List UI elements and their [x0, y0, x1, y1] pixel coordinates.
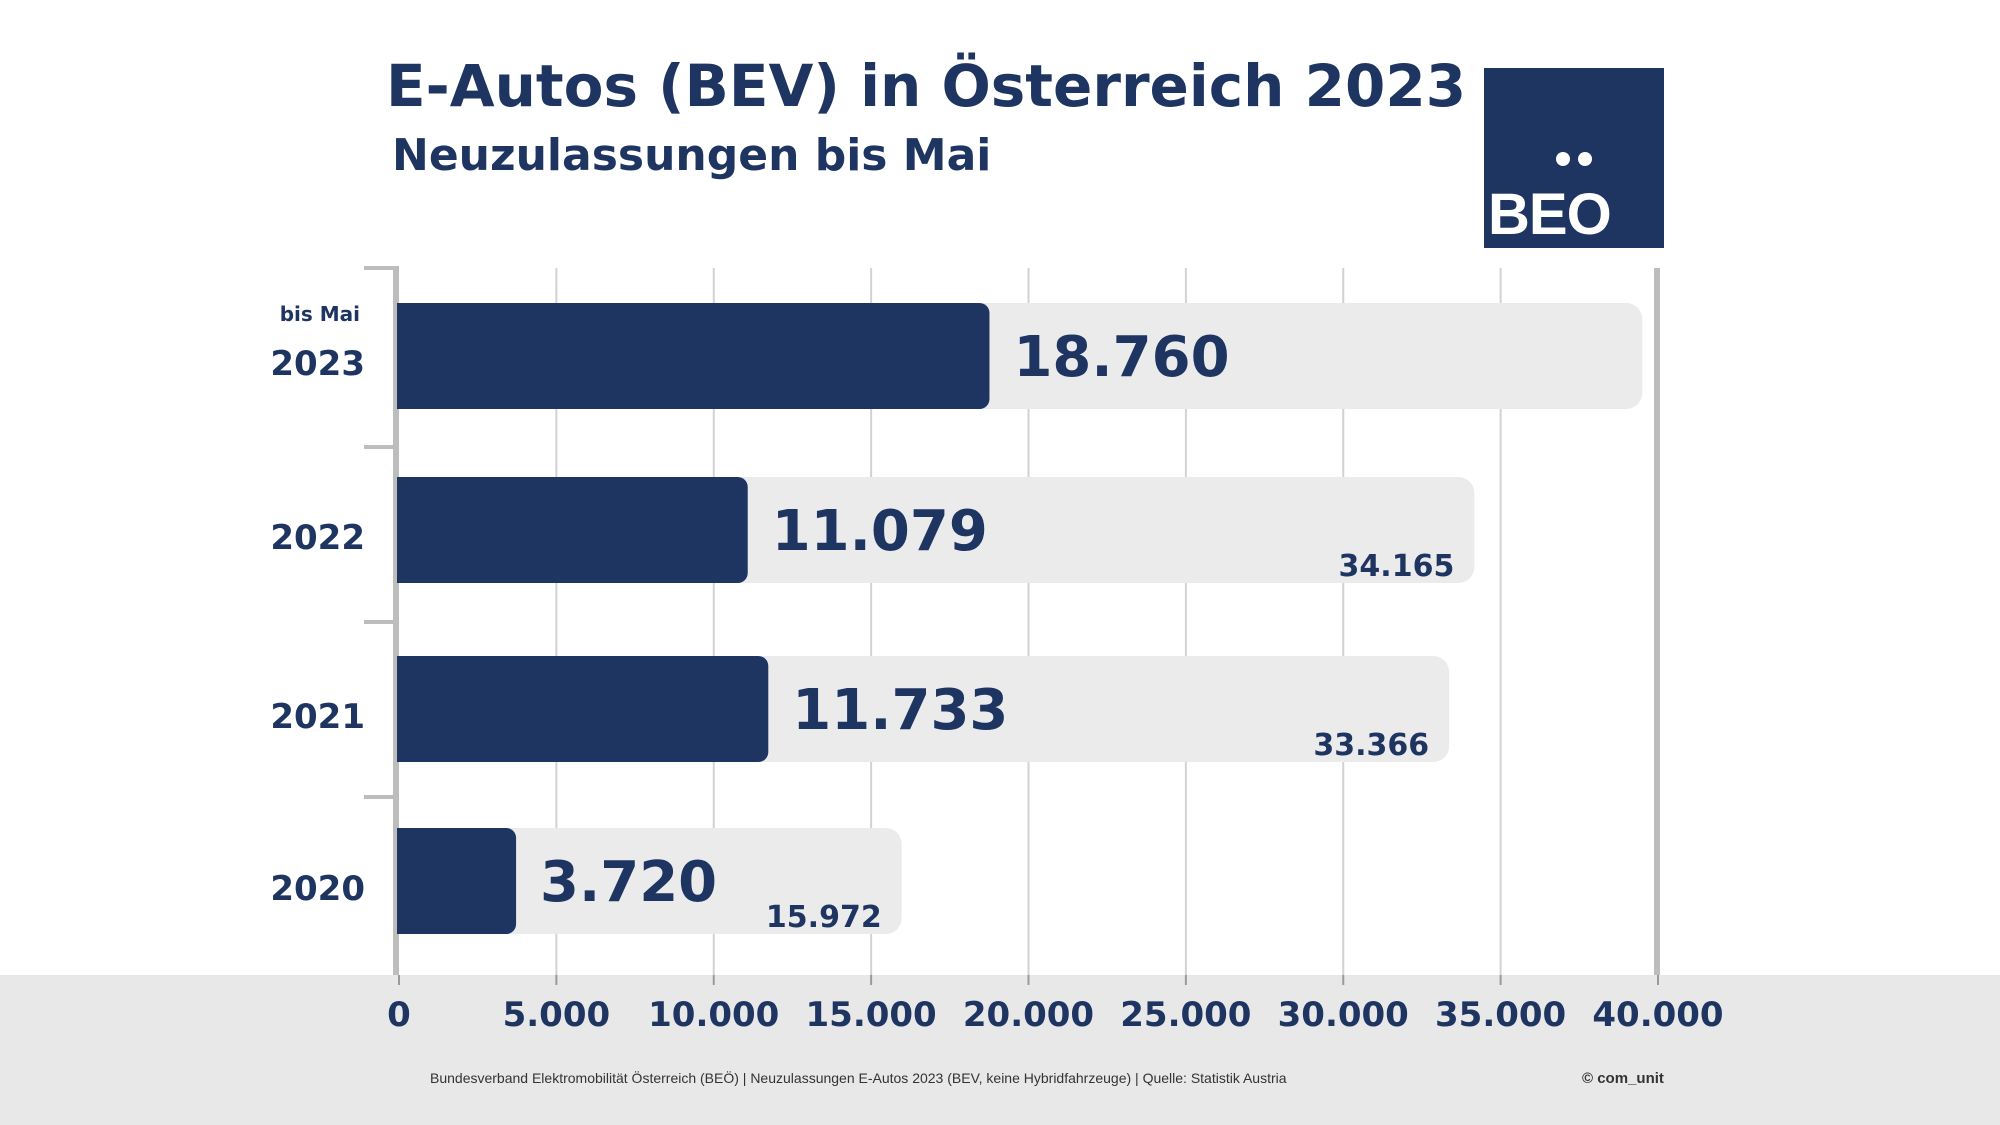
x-tick-label: 25.000	[1120, 995, 1251, 1035]
value-bar-left-edge	[397, 303, 411, 409]
x-tick-label: 20.000	[963, 995, 1094, 1035]
value-bar-left-edge	[397, 828, 411, 934]
x-tick-label: 30.000	[1278, 995, 1409, 1035]
x-tick-label: 35.000	[1435, 995, 1566, 1035]
logo-dots-icon	[1556, 152, 1596, 168]
x-tick-label: 40.000	[1592, 995, 1723, 1035]
x-tick-label: 5.000	[503, 995, 611, 1035]
value-bar-left-edge	[397, 656, 411, 762]
logo-text: BEO	[1488, 182, 1612, 247]
category-label: 2020	[270, 869, 365, 909]
category-label: 2021	[270, 697, 365, 737]
bar-value-label: 18.760	[1013, 325, 1229, 390]
beo-logo: BEO	[1484, 68, 1664, 248]
background-bar	[399, 828, 902, 934]
bar-total-label: 15.972	[766, 900, 882, 935]
bar-value-label: 11.733	[792, 678, 1008, 743]
footer-source: Bundesverband Elektromobilität Österreic…	[430, 1070, 1287, 1086]
bar-total-label: 33.366	[1313, 728, 1429, 763]
footer-band	[0, 975, 2000, 1125]
value-bar	[399, 828, 517, 934]
category-note: bis Mai	[280, 302, 360, 326]
value-bar	[399, 656, 769, 762]
value-bar-left-edge	[397, 477, 411, 583]
chart-subtitle: Neuzulassungen bis Mai	[392, 130, 992, 181]
footer-credit: © com_unit	[1582, 1070, 1664, 1087]
x-tick-label: 0	[387, 995, 411, 1035]
bar-value-label: 3.720	[540, 850, 717, 915]
bar-total-label: 34.165	[1339, 549, 1455, 584]
x-tick-label: 15.000	[806, 995, 937, 1035]
logo-dot	[1556, 152, 1570, 166]
chart-title: E-Autos (BEV) in Österreich 2023	[386, 52, 1467, 120]
x-tick-label: 10.000	[648, 995, 779, 1035]
category-label: 2022	[270, 518, 365, 558]
bar-value-label: 11.079	[772, 499, 988, 564]
value-bar	[399, 303, 990, 409]
value-bar	[399, 477, 748, 583]
logo-dot	[1578, 152, 1592, 166]
category-label: 2023	[270, 344, 365, 384]
